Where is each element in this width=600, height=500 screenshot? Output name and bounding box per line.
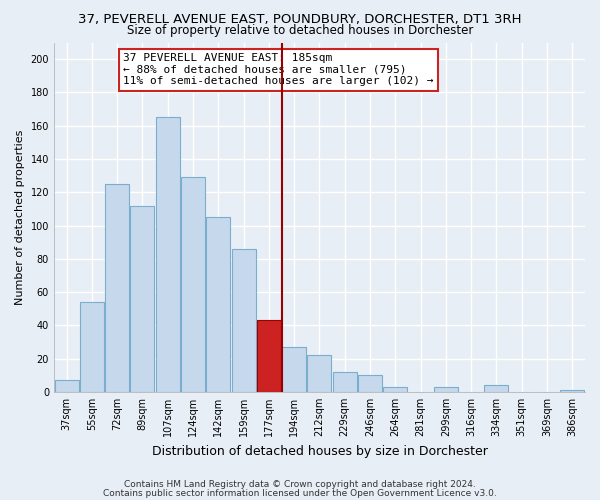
Bar <box>560 390 584 392</box>
Bar <box>383 387 407 392</box>
Bar <box>105 184 129 392</box>
Bar <box>257 320 281 392</box>
Bar <box>307 356 331 392</box>
Bar <box>156 118 180 392</box>
Text: Size of property relative to detached houses in Dorchester: Size of property relative to detached ho… <box>127 24 473 37</box>
Text: 37, PEVERELL AVENUE EAST, POUNDBURY, DORCHESTER, DT1 3RH: 37, PEVERELL AVENUE EAST, POUNDBURY, DOR… <box>78 12 522 26</box>
Bar <box>484 386 508 392</box>
Bar <box>130 206 154 392</box>
Bar <box>80 302 104 392</box>
Bar <box>55 380 79 392</box>
Bar <box>434 387 458 392</box>
X-axis label: Distribution of detached houses by size in Dorchester: Distribution of detached houses by size … <box>152 444 487 458</box>
Bar <box>358 376 382 392</box>
Bar <box>206 217 230 392</box>
Text: Contains HM Land Registry data © Crown copyright and database right 2024.: Contains HM Land Registry data © Crown c… <box>124 480 476 489</box>
Bar <box>282 347 306 392</box>
Bar <box>232 249 256 392</box>
Bar <box>333 372 357 392</box>
Bar <box>181 178 205 392</box>
Text: Contains public sector information licensed under the Open Government Licence v3: Contains public sector information licen… <box>103 489 497 498</box>
Text: 37 PEVERELL AVENUE EAST: 185sqm
← 88% of detached houses are smaller (795)
11% o: 37 PEVERELL AVENUE EAST: 185sqm ← 88% of… <box>123 53 433 86</box>
Y-axis label: Number of detached properties: Number of detached properties <box>15 130 25 305</box>
